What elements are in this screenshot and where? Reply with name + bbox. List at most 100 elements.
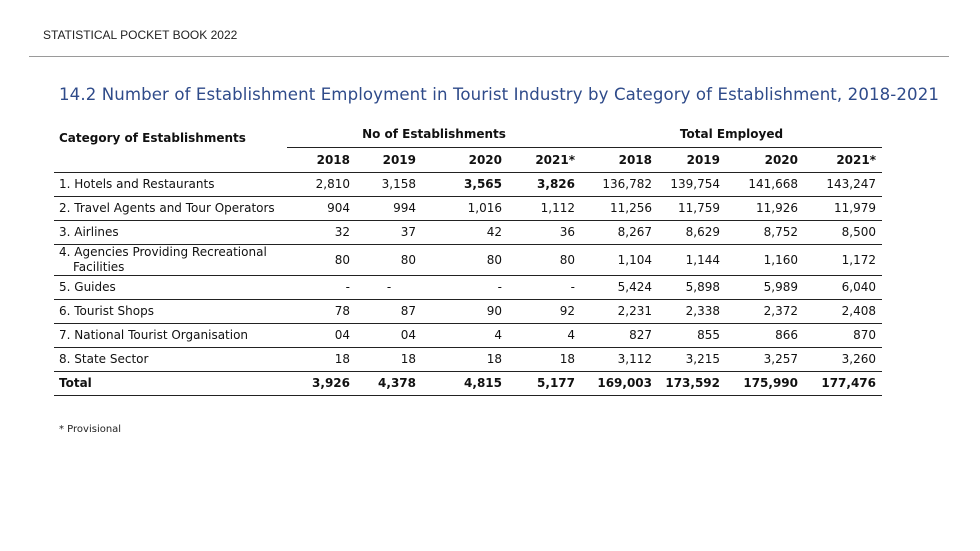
table-title: 14.2 Number of Establishment Employment … — [59, 85, 940, 104]
cell-value: 2,338 — [658, 299, 726, 324]
cell-value: 2,372 — [726, 299, 804, 324]
year-header: 2021* — [804, 147, 882, 173]
cell-value: 1,172 — [804, 244, 882, 276]
table-row: 3. Airlines 32 37 42 36 8,267 8,629 8,75… — [54, 220, 882, 245]
cell-value: 1,104 — [581, 244, 658, 276]
row-category-line2: Facilities — [73, 259, 125, 274]
cell-value: 87 — [356, 299, 422, 324]
cell-value: 1,016 — [422, 196, 508, 221]
year-header-row: 2018 2019 2020 2021* 2018 2019 2020 2021… — [54, 147, 882, 173]
cell-value: 866 — [726, 323, 804, 348]
total-label: Total — [54, 371, 287, 396]
cell-value: 18 — [287, 347, 356, 372]
row-category: 3. Airlines — [54, 220, 287, 245]
tourism-establishments-table: Category of Establishments No of Establi… — [54, 122, 882, 396]
cell-value: 92 — [508, 299, 581, 324]
cell-value: 3,826 — [508, 172, 581, 197]
cell-value: 80 — [287, 244, 356, 276]
cell-value: 11,759 — [658, 196, 726, 221]
cell-value: 870 — [804, 323, 882, 348]
cell-value: 80 — [508, 244, 581, 276]
cell-value: 1,144 — [658, 244, 726, 276]
cell-value: 3,257 — [726, 347, 804, 372]
cell-value: 80 — [422, 244, 508, 276]
cell-value: 2,408 — [804, 299, 882, 324]
cell-value: 6,040 — [804, 275, 882, 300]
total-row: Total 3,926 4,378 4,815 5,177 169,003 17… — [54, 371, 882, 396]
cell-value: 827 — [581, 323, 658, 348]
table-row: 8. State Sector 18 18 18 18 3,112 3,215 … — [54, 347, 882, 372]
cell-value: 8,629 — [658, 220, 726, 245]
cell-value: 143,247 — [804, 172, 882, 197]
cell-value: - — [287, 275, 356, 300]
cell-value: 2,810 — [287, 172, 356, 197]
cell-value: 5,424 — [581, 275, 658, 300]
row-category-line1: 4. Agencies Providing Recreational — [59, 244, 267, 259]
table-row: 2. Travel Agents and Tour Operators 904 … — [54, 196, 882, 221]
cell-value: 11,926 — [726, 196, 804, 221]
table-row: 7. National Tourist Organisation 04 04 4… — [54, 323, 882, 348]
table-row: 6. Tourist Shops 78 87 90 92 2,231 2,338… — [54, 299, 882, 324]
cell-value: 36 — [508, 220, 581, 245]
cell-value: 855 — [658, 323, 726, 348]
row-category: 5. Guides — [54, 275, 287, 300]
header-divider — [29, 56, 949, 57]
cell-value: 18 — [356, 347, 422, 372]
year-header: 2020 — [726, 147, 804, 173]
cell-value: 5,898 — [658, 275, 726, 300]
cell-value: 139,754 — [658, 172, 726, 197]
establishments-group-header: No of Establishments — [287, 122, 581, 148]
cell-value: 904 — [287, 196, 356, 221]
cell-value: 994 — [356, 196, 422, 221]
total-value: 173,592 — [658, 371, 726, 396]
cell-value: 3,215 — [658, 347, 726, 372]
cell-value: 8,500 — [804, 220, 882, 245]
cell-value: 90 — [422, 299, 508, 324]
cell-value: - — [508, 275, 581, 300]
total-value: 169,003 — [581, 371, 658, 396]
year-header: 2018 — [287, 147, 356, 173]
cell-value: 1,112 — [508, 196, 581, 221]
total-value: 4,815 — [422, 371, 508, 396]
cell-value: 2,231 — [581, 299, 658, 324]
cell-value: 11,256 — [581, 196, 658, 221]
year-header: 2021* — [508, 147, 581, 173]
cell-value: 04 — [287, 323, 356, 348]
row-category: 1. Hotels and Restaurants — [54, 172, 287, 197]
cell-value: 78 — [287, 299, 356, 324]
cell-value: 4 — [422, 323, 508, 348]
table-row: 5. Guides - - - - 5,424 5,898 5,989 6,04… — [54, 275, 882, 300]
cell-value: 32 — [287, 220, 356, 245]
table-row: 4. Agencies Providing Recreational Facil… — [54, 244, 882, 276]
total-value: 3,926 — [287, 371, 356, 396]
cell-value: 18 — [422, 347, 508, 372]
cell-value: 3,260 — [804, 347, 882, 372]
year-header: 2018 — [581, 147, 658, 173]
cell-value: 141,668 — [726, 172, 804, 197]
row-category: 8. State Sector — [54, 347, 287, 372]
cell-value: 04 — [356, 323, 422, 348]
document-header: STATISTICAL POCKET BOOK 2022 — [43, 28, 238, 42]
row-category: 4. Agencies Providing Recreational Facil… — [54, 244, 287, 276]
year-header: 2019 — [658, 147, 726, 173]
cell-value: 5,989 — [726, 275, 804, 300]
cell-value: - — [356, 275, 422, 300]
total-value: 177,476 — [804, 371, 882, 396]
cell-value: 3,112 — [581, 347, 658, 372]
total-value: 4,378 — [356, 371, 422, 396]
row-category: 2. Travel Agents and Tour Operators — [54, 196, 287, 221]
total-value: 5,177 — [508, 371, 581, 396]
row-category: 7. National Tourist Organisation — [54, 323, 287, 348]
cell-value: 42 — [422, 220, 508, 245]
category-column-header: Category of Establishments — [59, 131, 246, 145]
cell-value: 136,782 — [581, 172, 658, 197]
cell-value: 80 — [356, 244, 422, 276]
cell-value: 8,752 — [726, 220, 804, 245]
cell-value: 8,267 — [581, 220, 658, 245]
footnote: * Provisional — [59, 424, 122, 435]
cell-value: 4 — [508, 323, 581, 348]
row-category: 6. Tourist Shops — [54, 299, 287, 324]
cell-value: 11,979 — [804, 196, 882, 221]
employed-group-header: Total Employed — [581, 122, 882, 148]
year-header: 2020 — [422, 147, 508, 173]
